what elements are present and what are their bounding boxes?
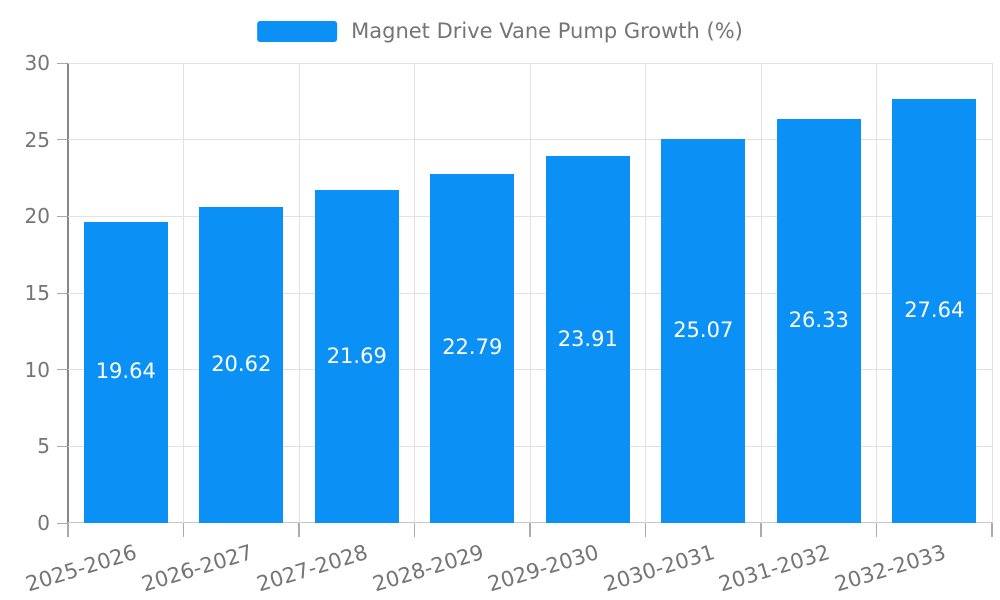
y-tick-label: 5 (37, 434, 50, 459)
x-tick-label: 2029-2030 (485, 540, 602, 597)
gridline-vertical (876, 63, 877, 523)
y-axis-tick-mark (57, 445, 67, 447)
bar (83, 221, 168, 523)
x-axis-tick-mark (529, 523, 531, 537)
x-axis-tick-mark (67, 523, 69, 537)
bar (430, 173, 515, 523)
y-axis-tick-mark (57, 369, 67, 371)
legend-swatch-icon (257, 20, 338, 42)
bar (545, 156, 630, 523)
y-axis-tick-mark (57, 139, 67, 141)
gridline-vertical (183, 63, 184, 523)
x-tick-label: 2026-2027 (138, 540, 256, 597)
bar (892, 99, 977, 523)
bar (199, 206, 284, 523)
y-tick-label: 10 (24, 357, 50, 382)
y-axis-tick-mark (57, 215, 67, 217)
bar (776, 119, 861, 523)
legend-item[interactable]: Magnet Drive Vane Pump Growth (%) (257, 18, 743, 44)
x-axis-tick-mark (875, 523, 878, 537)
y-axis-tick-mark (57, 62, 67, 64)
x-axis-tick-mark (760, 523, 762, 537)
x-axis-tick-mark (413, 523, 416, 537)
gridline-vertical (298, 63, 300, 523)
legend-label: Magnet Drive Vane Pump Growth (%) (351, 19, 743, 43)
gridline-vertical (645, 63, 646, 523)
x-tick-label: 2031-2032 (716, 540, 833, 597)
gridline-vertical (414, 63, 415, 523)
gridline-vertical (760, 63, 762, 523)
x-tick-label: 2027-2028 (254, 540, 371, 597)
x-axis-tick-mark (991, 523, 993, 537)
x-axis-tick-mark (182, 523, 185, 537)
y-axis-tick-mark (57, 292, 67, 294)
gridline-vertical (991, 63, 993, 523)
bar (661, 138, 746, 523)
x-tick-label: 2025-2026 (23, 540, 140, 597)
x-axis-tick-mark (644, 523, 647, 537)
x-tick-label: 2032-2033 (831, 540, 949, 597)
y-tick-label: 0 (37, 511, 50, 535)
y-tick-label: 15 (24, 281, 50, 305)
gridline-vertical (529, 63, 531, 523)
x-axis-tick-mark (298, 523, 300, 537)
y-tick-label: 30 (24, 51, 50, 75)
bar (314, 190, 399, 523)
y-tick-label: 25 (24, 127, 50, 152)
x-tick-label: 2030-2031 (600, 540, 718, 597)
x-tick-label: 2028-2029 (369, 540, 487, 597)
y-tick-label: 20 (24, 204, 50, 229)
y-axis-tick-mark (57, 522, 67, 524)
plot-area: 19.64 20.62 21.69 22.79 23.91 25.07 26.33 27.64 (57, 62, 993, 537)
